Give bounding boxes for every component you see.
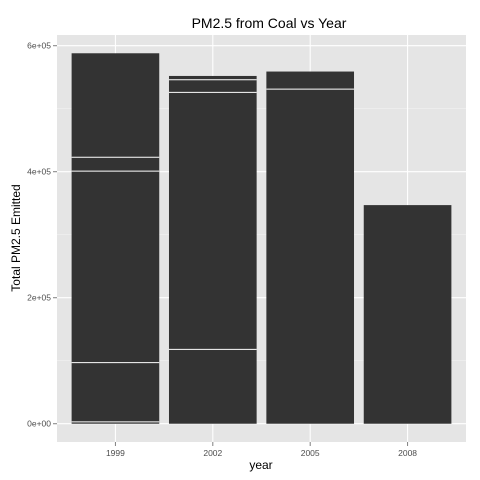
- y-tick-label: 4e+05: [27, 167, 51, 177]
- y-tick-label: 6e+05: [27, 41, 51, 51]
- chart-title: PM2.5 from Coal vs Year: [192, 15, 347, 31]
- y-tick-label: 0e+00: [27, 419, 51, 429]
- y-axis-title: Total PM2.5 Emitted: [9, 184, 23, 291]
- x-tick-label: 2008: [398, 448, 417, 458]
- y-tick-label: 2e+05: [27, 293, 51, 303]
- bars: [71, 53, 452, 424]
- x-tick-label: 2002: [203, 448, 222, 458]
- bar-2005: [266, 71, 355, 424]
- bar-2008: [363, 205, 452, 424]
- x-tick-label: 1999: [106, 448, 125, 458]
- x-tick-label: 2005: [301, 448, 320, 458]
- x-axis-title: year: [249, 458, 272, 472]
- bar-1999: [71, 53, 160, 424]
- x-axis: 1999 2002 2005 2008: [106, 442, 417, 458]
- y-axis: 0e+00 2e+05 4e+05 6e+05: [27, 41, 57, 429]
- bar-2002: [168, 75, 257, 424]
